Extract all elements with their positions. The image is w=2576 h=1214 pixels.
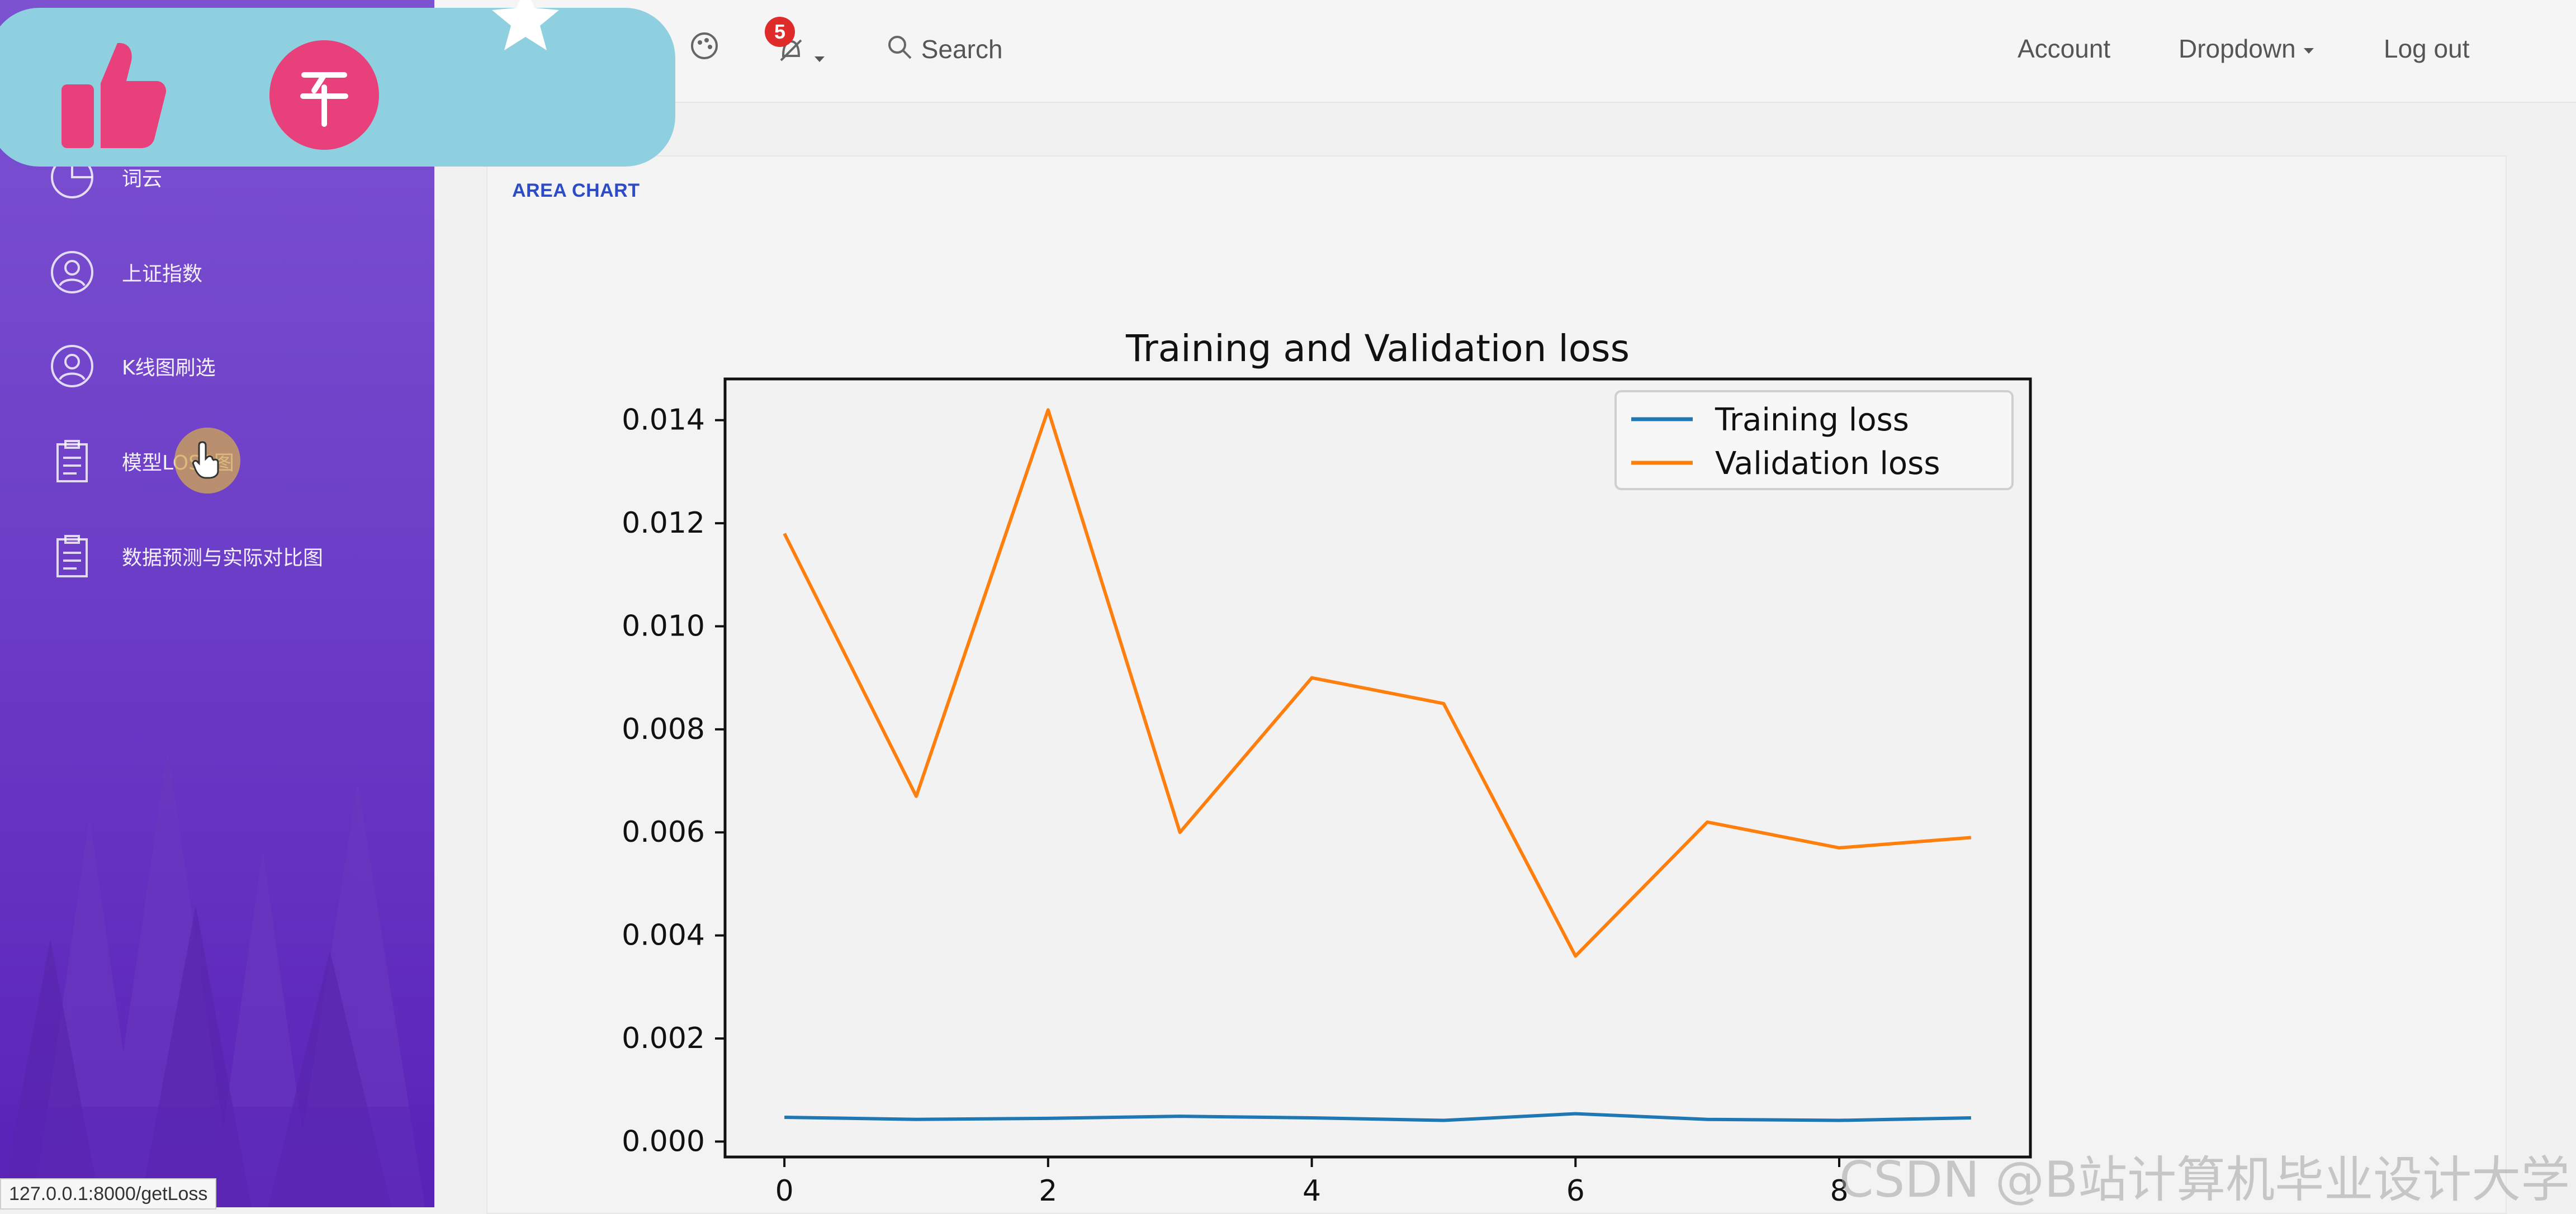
legend-box xyxy=(1614,390,2014,490)
x-tick-label: 8 xyxy=(1830,1174,1848,1208)
search-icon xyxy=(888,36,912,59)
series-line-validation-loss xyxy=(783,408,1972,958)
sidebar: 词云 上证指数 K线图刷选 模型LOSS图 数据预测与实际对比图 xyxy=(0,0,434,1207)
dropdown-label: Dropdown xyxy=(2179,34,2296,63)
area-chart-card: AREA CHART Training and Validation loss 0… xyxy=(486,155,2507,1214)
legend-label: Training loss xyxy=(1715,402,1909,438)
logout-link[interactable]: Log out xyxy=(2384,34,2470,63)
loss-chart: Training and Validation loss 0.000 0.002 0.… xyxy=(622,327,2032,1208)
dropdown-menu[interactable]: Dropdown xyxy=(2179,34,2314,64)
chevron-down-icon xyxy=(815,56,825,62)
y-tick-label: 0.002 xyxy=(622,1022,705,1055)
sidebar-item-label: K线图刷选 xyxy=(122,357,216,380)
x-tick-label: 2 xyxy=(1039,1174,1057,1208)
search-label: Search xyxy=(921,35,1003,64)
topbar: 5 Search Account Dropdown Log out xyxy=(434,0,2576,103)
legend-label: Validation loss xyxy=(1715,445,1940,482)
plot-frame xyxy=(723,377,2032,1159)
y-tick-label: 0.014 xyxy=(622,404,705,437)
chart-title: Training and Validation loss xyxy=(1125,327,1630,370)
watermark: CSDN @B站计算机毕业设计大学 xyxy=(1839,1151,2570,1208)
sidebar-item-label: 数据预测与实际对比图 xyxy=(122,547,324,570)
mouse-cursor-highlight xyxy=(174,428,240,494)
y-tick-label: 0.012 xyxy=(622,506,705,540)
series-line-training-loss xyxy=(784,1112,1971,1122)
sidebar-item-prediction-compare[interactable]: 数据预测与实际对比图 xyxy=(0,525,434,587)
sidebar-item-label: 上证指数 xyxy=(122,263,203,286)
account-link[interactable]: Account xyxy=(2018,34,2111,63)
star-icon xyxy=(481,0,570,55)
y-tick-label: 0.004 xyxy=(622,919,705,952)
sidebar-item-wordcloud[interactable]: 词云 xyxy=(0,146,434,208)
floating-action-bar xyxy=(0,0,675,167)
user-circle-icon xyxy=(46,340,98,392)
palette-icon[interactable] xyxy=(689,30,720,68)
coin-icon[interactable] xyxy=(269,40,379,150)
sidebar-item-shanghai-index[interactable]: 上证指数 xyxy=(0,241,434,303)
sidebar-item-kline-filter[interactable]: K线图刷选 xyxy=(0,335,434,397)
status-bar-url: 127.0.0.1:8000/getLoss xyxy=(0,1178,217,1210)
forest-background-illustration xyxy=(0,749,434,1207)
y-tick-label: 0.000 xyxy=(622,1125,705,1158)
clipboard-icon xyxy=(46,530,98,582)
clipboard-icon xyxy=(46,435,98,487)
y-tick-label: 0.006 xyxy=(622,815,705,849)
x-tick-label: 4 xyxy=(1303,1174,1321,1208)
y-tick-label: 0.010 xyxy=(622,609,705,643)
y-tick-label: 0.008 xyxy=(622,713,705,746)
thumbs-up-icon[interactable] xyxy=(61,39,168,153)
notification-badge: 5 xyxy=(765,17,795,47)
chevron-down-icon xyxy=(2303,48,2314,54)
user-circle-icon xyxy=(46,246,98,298)
hand-pointer-icon xyxy=(192,441,219,479)
card-title: AREA CHART xyxy=(512,180,640,201)
sidebar-item-label: 词云 xyxy=(122,168,163,191)
x-tick-label: 0 xyxy=(775,1174,794,1208)
search-button[interactable]: Search xyxy=(886,34,1003,64)
x-tick-label: 6 xyxy=(1566,1174,1585,1208)
